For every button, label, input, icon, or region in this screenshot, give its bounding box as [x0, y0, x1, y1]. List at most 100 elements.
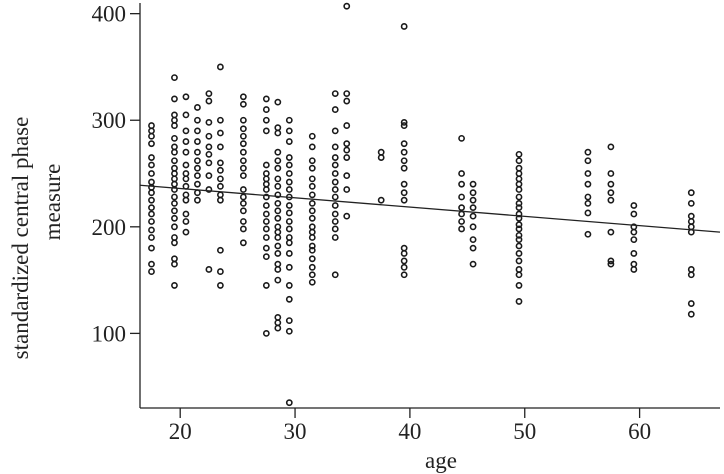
y-axis-label-line-2: measure: [40, 164, 65, 241]
data-point: [285, 295, 293, 303]
data-point: [515, 186, 523, 193]
data-point: [171, 157, 178, 165]
x-tick-label: 30: [284, 419, 307, 444]
data-point: [400, 122, 408, 129]
data-point: [515, 204, 523, 212]
data-point: [148, 127, 155, 135]
data-point: [400, 23, 408, 30]
data-point: [515, 282, 523, 289]
data-point: [285, 127, 293, 135]
data-point: [171, 234, 178, 241]
data-point: [584, 157, 592, 165]
data-point: [469, 212, 477, 220]
data-point: [343, 90, 351, 97]
data-point: [239, 116, 247, 124]
data-point: [171, 74, 178, 82]
data-point: [331, 234, 339, 241]
data-point: [584, 230, 592, 238]
data-point: [262, 202, 270, 209]
data-point: [343, 154, 351, 161]
data-point: [171, 134, 178, 142]
data-point: [216, 196, 224, 204]
data-point: [239, 239, 247, 247]
data-point: [331, 143, 339, 151]
data-point: [515, 193, 523, 201]
data-point: [515, 298, 523, 305]
data-point: [331, 193, 339, 201]
data-point: [285, 263, 293, 271]
data-point: [331, 178, 339, 186]
data-point: [239, 172, 247, 180]
data-point: [239, 100, 247, 108]
x-tick-label: 60: [628, 419, 651, 444]
data-point: [331, 161, 339, 169]
data-point: [171, 164, 178, 172]
data-point: [262, 253, 270, 261]
data-point: [458, 134, 465, 142]
data-point: [308, 157, 316, 165]
data-point: [469, 204, 477, 212]
data-point: [515, 266, 523, 273]
data-point: [469, 180, 477, 188]
data-point: [274, 148, 282, 156]
data-point: [194, 172, 201, 180]
data-point: [630, 210, 638, 218]
data-point: [262, 127, 270, 135]
data-point: [515, 199, 523, 207]
data-point: [274, 164, 282, 172]
data-point: [148, 132, 155, 140]
y-tick-label: 300: [92, 108, 127, 133]
data-point: [308, 246, 316, 254]
data-point: [285, 282, 293, 289]
data-point: [274, 175, 282, 183]
data-point: [182, 196, 190, 204]
data-point: [285, 250, 293, 257]
data-point: [148, 204, 155, 212]
data-point: [331, 127, 339, 135]
data-point: [194, 164, 201, 172]
data-point: [148, 218, 155, 225]
data-point: [343, 212, 351, 220]
data-point: [343, 146, 351, 154]
data-point: [194, 116, 201, 124]
data-point: [148, 154, 155, 161]
data-point: [285, 138, 293, 145]
data-point: [205, 97, 213, 105]
data-point: [515, 170, 523, 177]
data-point: [216, 246, 224, 254]
data-point: [515, 250, 523, 257]
data-point: [171, 193, 178, 201]
data-point: [285, 178, 293, 186]
y-tick-label: 400: [92, 2, 127, 27]
data-point: [343, 186, 351, 193]
data-point: [216, 268, 224, 275]
data-point: [400, 196, 408, 204]
data-point: [148, 210, 155, 218]
data-point: [194, 196, 201, 204]
data-point: [262, 170, 270, 177]
data-point: [148, 234, 155, 241]
data-point: [331, 154, 339, 161]
data-point: [239, 193, 247, 201]
data-point: [262, 180, 270, 188]
data-point: [584, 170, 592, 177]
data-point: [274, 98, 282, 106]
data-point: [400, 148, 408, 156]
data-point: [171, 175, 178, 183]
data-point: [216, 143, 224, 151]
data-point: [274, 157, 282, 165]
data-point: [194, 104, 201, 111]
data-point: [285, 239, 293, 247]
data-point: [687, 223, 695, 231]
data-point: [400, 180, 408, 188]
data-point: [607, 170, 615, 177]
data-point: [216, 159, 224, 167]
data-point: [687, 218, 695, 225]
data-point: [343, 2, 351, 10]
data-point: [469, 189, 477, 197]
data-point: [274, 199, 282, 207]
data-point: [285, 161, 293, 169]
data-point: [274, 319, 282, 327]
data-point: [515, 257, 523, 265]
y-tick-label: 100: [92, 321, 127, 346]
